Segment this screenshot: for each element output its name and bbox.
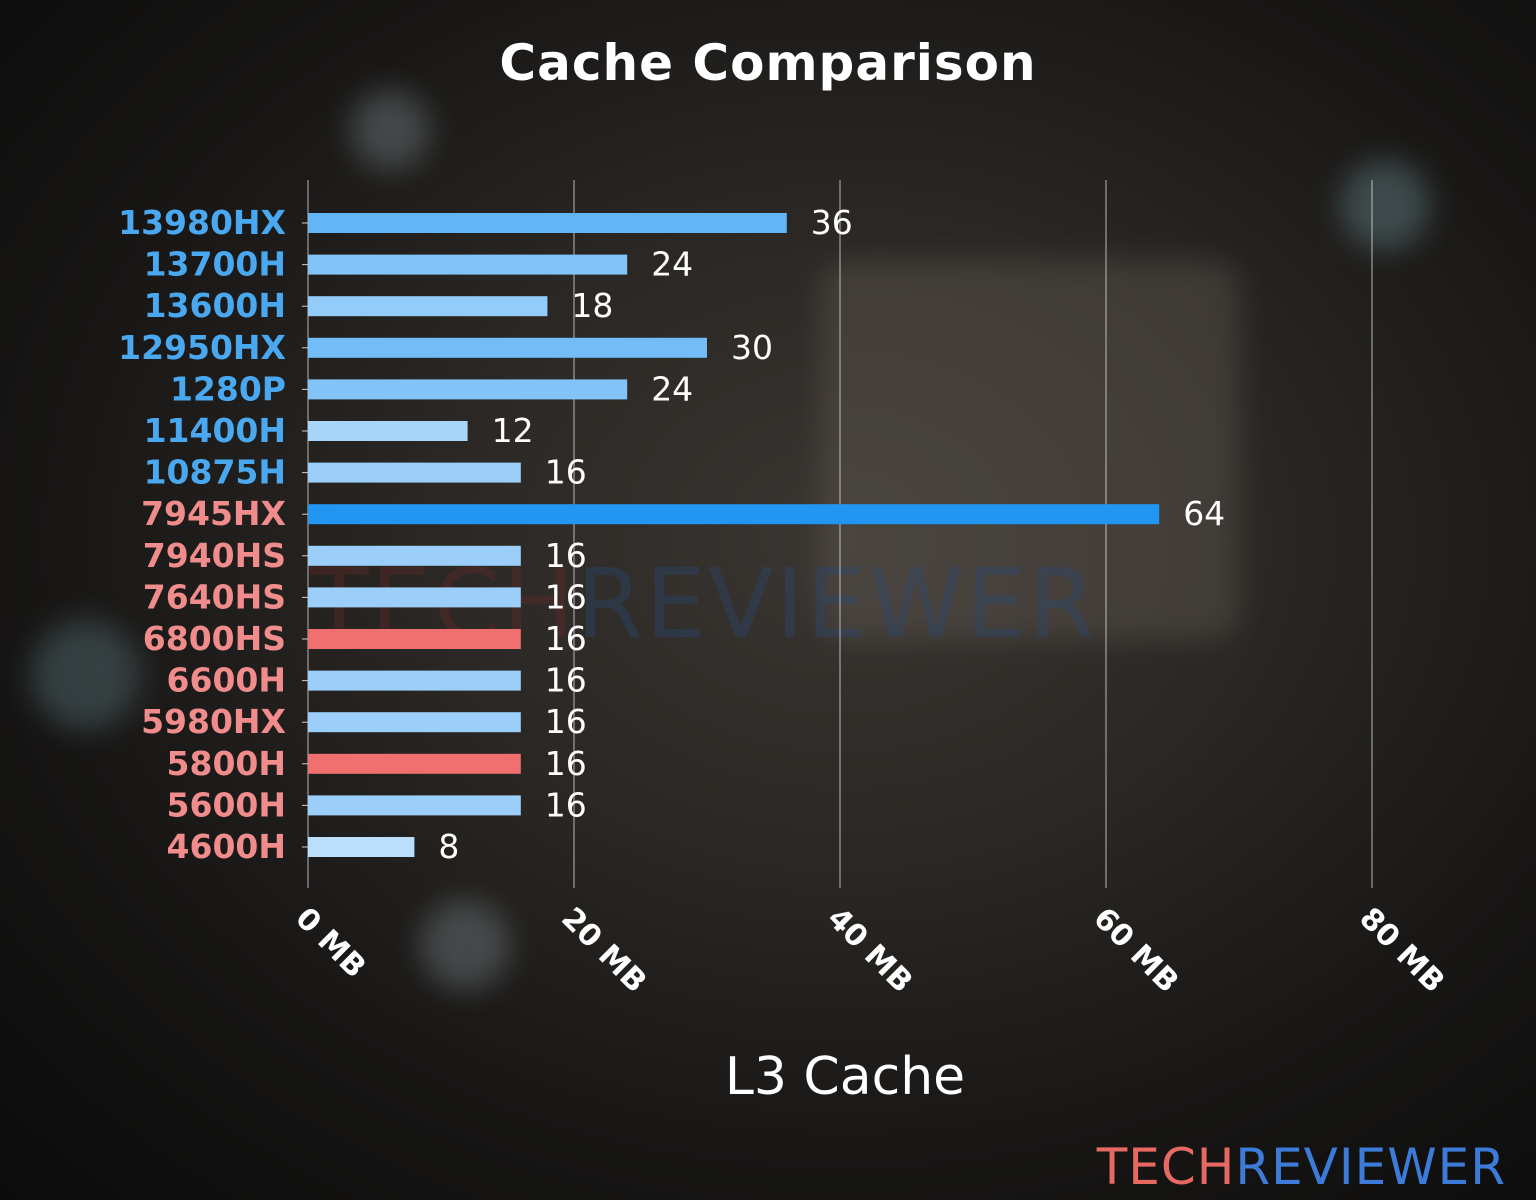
logo-tech: TECH	[1096, 1138, 1236, 1196]
y-tick-label: 13980HX	[118, 203, 286, 242]
data-label: 8	[438, 827, 459, 866]
bar-1280P	[308, 379, 628, 400]
data-label: 16	[545, 661, 587, 700]
bar-4600H	[308, 837, 415, 857]
bg-decor	[30, 620, 140, 730]
data-label: 16	[545, 577, 587, 616]
watermark-reviewer: REVIEWER	[576, 548, 1097, 660]
data-label: 36	[811, 203, 853, 242]
y-tick-label: 6800HS	[143, 619, 286, 658]
y-tick-label: 7640HS	[143, 577, 286, 616]
x-tick-label: 40 MB	[820, 901, 919, 1000]
y-tick-label: 12950HX	[118, 328, 286, 367]
x-tick-label: 0 MB	[288, 901, 372, 985]
x-tick-label: 60 MB	[1086, 901, 1185, 1000]
data-label: 16	[545, 619, 587, 658]
bg-decor	[420, 900, 510, 990]
data-label: 24	[651, 245, 693, 284]
data-label: 18	[571, 286, 613, 325]
y-tick-label: 6600H	[167, 661, 286, 700]
bar-7640HS	[308, 587, 521, 608]
x-axis-label: L3 Cache	[725, 1047, 965, 1107]
y-tick-label: 13600H	[144, 286, 286, 325]
y-tick-label: 5800H	[167, 744, 286, 783]
bg-decor	[1340, 160, 1430, 250]
logo-reviewer: REVIEWER	[1235, 1138, 1506, 1196]
data-label: 16	[545, 785, 587, 824]
chart-title: Cache Comparison	[499, 34, 1037, 92]
data-label: 12	[492, 411, 534, 450]
bg-decor	[350, 90, 430, 170]
bar-5980HX	[308, 712, 521, 733]
y-tick-label: 7940HS	[143, 536, 286, 575]
bar-7940HS	[308, 545, 521, 566]
bar-12950HX	[308, 337, 707, 358]
y-tick-label: 1280P	[170, 369, 286, 408]
bar-7945HX	[308, 504, 1160, 525]
bar-13600H	[308, 296, 548, 317]
y-tick-label: 4600H	[167, 827, 286, 866]
y-tick-label: 10875H	[144, 453, 286, 492]
y-tick-label: 11400H	[144, 411, 286, 450]
bar-5800H	[308, 753, 521, 774]
bar-13700H	[308, 254, 628, 275]
bar-10875H	[308, 462, 521, 483]
y-tick-label: 7945HX	[141, 494, 286, 533]
data-label: 16	[545, 702, 587, 741]
bg-decor	[820, 260, 1240, 640]
logo: TECHREVIEWER	[1097, 1138, 1506, 1196]
y-tick-label: 13700H	[144, 245, 286, 284]
data-label: 64	[1183, 494, 1225, 533]
data-label: 16	[545, 744, 587, 783]
x-tick-label: 80 MB	[1352, 901, 1451, 1000]
y-tick-label: 5600H	[167, 785, 286, 824]
data-label: 16	[545, 536, 587, 575]
y-tick-label: 5980HX	[141, 702, 286, 741]
bar-5600H	[308, 795, 521, 816]
x-tick-label: 20 MB	[554, 901, 653, 1000]
bar-13980HX	[308, 213, 787, 233]
data-label: 30	[731, 328, 773, 367]
data-label: 24	[651, 369, 693, 408]
data-label: 16	[545, 453, 587, 492]
bar-6800HS	[308, 629, 521, 649]
bar-11400H	[308, 421, 468, 441]
bar-6600H	[308, 670, 521, 691]
